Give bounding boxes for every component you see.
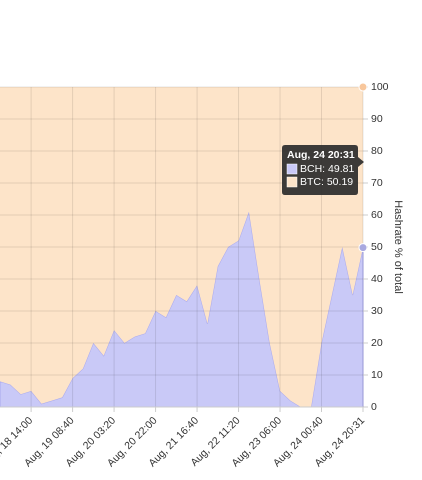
legend-swatch [286, 163, 298, 175]
tooltip-title: Aug, 24 20:31 [287, 149, 355, 161]
y-tick-label: 90 [371, 113, 383, 125]
y-tick-label: 60 [371, 209, 383, 221]
y-tick-label: 100 [371, 81, 389, 93]
y-tick-label: 0 [371, 401, 377, 413]
y-tick-label: 80 [371, 145, 383, 157]
hover-marker [358, 82, 368, 92]
series-name: BTC [300, 176, 321, 188]
hover-marker [358, 243, 368, 253]
y-tick-label: 50 [371, 241, 383, 253]
area [0, 87, 363, 407]
series-value: 49.81 [328, 163, 354, 175]
y-tick-label: 70 [371, 177, 383, 189]
tooltip-row: BTC: 50.19 [300, 176, 353, 188]
y-tick-label: 30 [371, 305, 383, 317]
series-value: 50.19 [327, 176, 353, 188]
separator: : [322, 163, 328, 175]
y-axis-label: Hashrate % of total [392, 200, 404, 294]
legend-swatch [286, 176, 298, 188]
tooltip-box [282, 145, 364, 195]
y-tick-label: 10 [371, 369, 383, 381]
y-tick-label: 20 [371, 337, 383, 349]
y-tick-label: 40 [371, 273, 383, 285]
series-name: BCH [300, 163, 322, 175]
tooltip-row: BCH: 49.81 [300, 163, 354, 175]
separator: : [321, 176, 327, 188]
